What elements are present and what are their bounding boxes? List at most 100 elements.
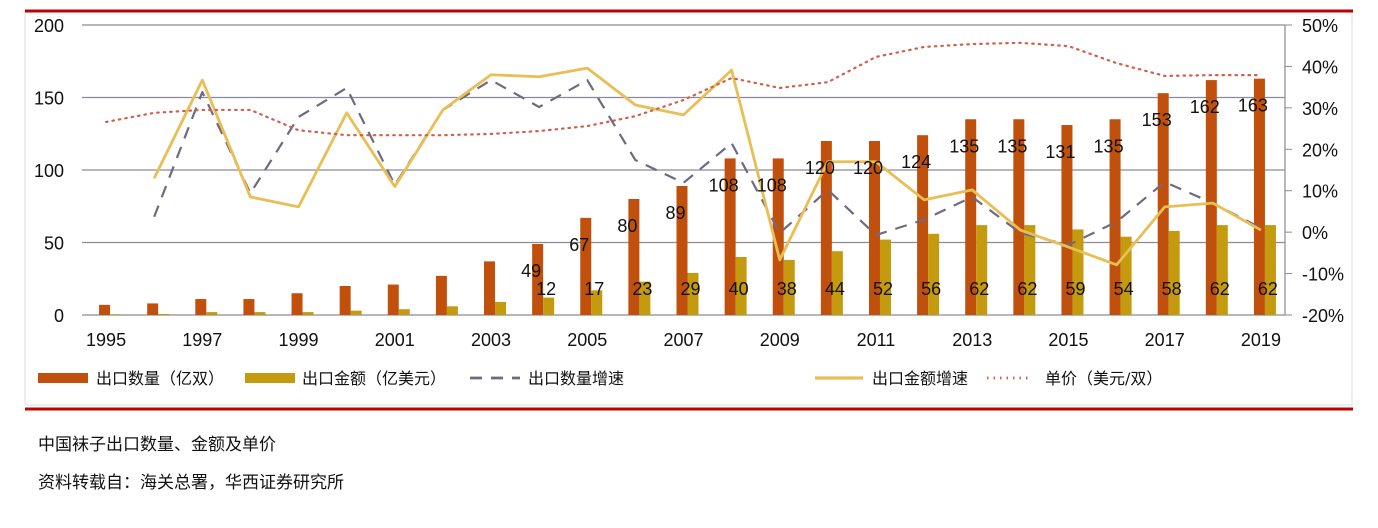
y-right-tick-label: 10% — [1302, 182, 1338, 202]
bar-export-amount — [735, 257, 747, 315]
data-label-quantity: 153 — [1142, 110, 1172, 130]
data-label-amount: 17 — [584, 279, 604, 299]
bar-export-quantity — [99, 304, 111, 315]
data-label-quantity: 67 — [569, 235, 589, 255]
bar-export-amount — [495, 301, 507, 315]
bar-export-amount — [446, 306, 458, 315]
x-tick-label: 2009 — [760, 330, 800, 350]
data-label-amount: 23 — [632, 279, 652, 299]
axes: 0 50 100 150 200 -20% -10% 0% 10% 20% 30% 40% 50% 199… — [34, 16, 1344, 350]
bar-export-amount — [398, 309, 410, 315]
data-label-amount: 62 — [969, 279, 989, 299]
data-label-amount: 52 — [873, 279, 893, 299]
bar-export-amount — [831, 251, 843, 315]
y-right-tick-label: 50% — [1302, 16, 1338, 36]
x-tick-label: 2013 — [952, 330, 992, 350]
data-label-amount: 62 — [1017, 279, 1037, 299]
bar-export-quantity — [868, 141, 880, 315]
bar-export-quantity — [1013, 119, 1025, 315]
x-tick-label: 2005 — [567, 330, 607, 350]
bar-export-quantity — [1061, 125, 1073, 315]
data-label-quantity: 135 — [1094, 136, 1124, 156]
bar-export-amount — [928, 233, 940, 315]
bar-export-quantity — [676, 185, 688, 315]
bar-export-amount — [543, 297, 555, 315]
data-label-quantity: 80 — [617, 216, 637, 236]
bar-export-amount — [783, 259, 795, 315]
y-right-tick-label: 20% — [1302, 140, 1338, 160]
bar-export-quantity — [724, 158, 736, 315]
bar-export-quantity — [387, 284, 399, 315]
bar-export-amount — [302, 312, 314, 315]
bar-export-amount — [350, 310, 362, 315]
y-left-tick-label: 50 — [44, 234, 64, 254]
data-label-quantity: 120 — [853, 158, 883, 178]
y-right-tick-label: 40% — [1302, 57, 1338, 77]
bar-export-quantity — [435, 275, 447, 315]
y-right-tick-label: 30% — [1302, 99, 1338, 119]
legend-unit-price-label: 单价（美元/双） — [1045, 369, 1162, 388]
bar-export-quantity — [580, 217, 592, 315]
x-tick-label: 2007 — [663, 330, 703, 350]
data-label-amount: 58 — [1162, 279, 1182, 299]
bar-export-amount — [254, 312, 266, 315]
bars — [99, 78, 1276, 316]
bar-export-quantity — [917, 135, 929, 315]
bar-export-amount — [976, 225, 988, 315]
y-left-tick-label: 0 — [54, 306, 64, 326]
data-label-quantity: 108 — [709, 175, 739, 195]
bar-export-quantity — [195, 299, 207, 315]
bar-export-quantity — [339, 286, 351, 315]
bar-export-amount — [1120, 236, 1132, 315]
data-label-quantity: 120 — [805, 158, 835, 178]
bar-export-amount — [1168, 230, 1180, 315]
lines — [104, 41, 1263, 267]
y-right-tick-label: 0% — [1302, 223, 1328, 243]
chart-frame — [24, 10, 1353, 406]
bar-export-quantity — [628, 199, 640, 315]
data-label-amount: 54 — [1114, 279, 1134, 299]
bar-export-quantity — [772, 158, 784, 315]
bar-export-quantity — [1253, 78, 1265, 316]
data-label-quantity: 135 — [949, 136, 979, 156]
x-tick-label: 1995 — [86, 330, 126, 350]
chart-caption-title: 中国袜子出口数量、金额及单价 — [38, 435, 276, 455]
data-label-amount: 40 — [729, 279, 749, 299]
legend-quantity-swatch — [38, 373, 88, 383]
bar-export-quantity — [965, 119, 977, 315]
bar-export-amount — [1216, 225, 1228, 315]
bar-export-amount — [206, 312, 218, 315]
data-label-quantity: 49 — [521, 261, 541, 281]
legend-quantity-growth-label: 出口数量增速 — [528, 369, 624, 388]
bar-export-quantity — [1205, 80, 1217, 315]
bar-export-amount — [1264, 225, 1276, 315]
data-label-amount: 56 — [921, 279, 941, 299]
legend-amount-growth-label: 出口金额增速 — [872, 369, 968, 388]
bar-export-amount — [687, 272, 699, 315]
x-tick-label: 2019 — [1241, 330, 1281, 350]
legend: 出口数量（亿双） 出口金额（亿美元） 出口数量增速 出口金额增速 单价（美元/双） — [38, 369, 1162, 388]
bar-export-quantity — [291, 293, 303, 315]
x-tick-label: 2017 — [1145, 330, 1185, 350]
data-label-quantity: 108 — [757, 175, 787, 195]
data-label-amount: 29 — [680, 279, 700, 299]
bar-export-quantity — [1109, 119, 1121, 315]
y-right-tick-label: -10% — [1302, 265, 1344, 285]
y-left-tick-label: 100 — [34, 161, 64, 181]
bar-export-amount — [879, 239, 891, 315]
bar-export-quantity — [147, 303, 159, 315]
bar-export-amount — [1072, 229, 1084, 315]
x-tick-label: 2015 — [1048, 330, 1088, 350]
data-label-amount: 62 — [1210, 279, 1230, 299]
chart-caption-source: 资料转载自：海关总署，华西证券研究所 — [38, 473, 344, 493]
bar-export-quantity — [820, 141, 832, 315]
data-label-amount: 12 — [536, 279, 556, 299]
bar-export-quantity — [532, 243, 544, 315]
line-unit-price — [104, 41, 1263, 137]
y-right-tick-label: -20% — [1302, 306, 1344, 326]
legend-amount-label: 出口金额（亿美元） — [302, 369, 446, 388]
bar-export-amount — [158, 313, 170, 315]
y-left-tick-label: 150 — [34, 89, 64, 109]
